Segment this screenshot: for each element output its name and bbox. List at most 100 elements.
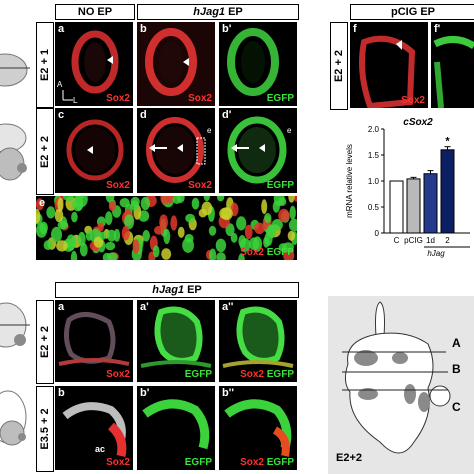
cell-nucleus: [254, 222, 265, 234]
chart-ytick-label: 1.5: [368, 151, 380, 160]
header-no-ep: NO EP: [55, 4, 135, 20]
schematic-stage: E2+2: [336, 452, 362, 464]
chart-bar: [406, 178, 421, 234]
marker-egfp-e: EGFP: [266, 247, 294, 258]
cell-nucleus: [99, 231, 107, 240]
marker-egfp-bottom-b3: EGFP: [266, 457, 294, 468]
cell-nucleus: [71, 211, 78, 223]
row-label-e2-2: E2 + 2: [36, 108, 54, 195]
cell-nucleus: [97, 222, 104, 232]
cell-nucleus: [142, 230, 150, 242]
cell-nucleus: [244, 224, 253, 240]
panel-letter-bottom-b-prime: b': [140, 387, 150, 399]
cell-nucleus: [182, 237, 195, 253]
cell-nucleus: [215, 238, 227, 253]
panel-letter-bottom-b-double-prime: b'': [222, 387, 234, 399]
embryo-sketch-4: [0, 385, 30, 460]
chart-bar: [423, 173, 438, 234]
panel-letter-b-prime: b': [222, 23, 232, 35]
cell-nucleus: [172, 196, 182, 204]
cell-nucleus: [132, 239, 140, 254]
cell-nucleus: [121, 225, 130, 241]
row-label-e2-1: E2 + 1: [36, 22, 54, 108]
chart-ytick-label: 2.0: [368, 125, 380, 134]
cell-nucleus: [177, 226, 185, 238]
marker-sox2-bottom-a3: Sox2: [240, 369, 264, 380]
marker-sox2-bottom-a: Sox2: [106, 369, 130, 380]
header-bottom-hjag1-ep: hJag1 EP: [55, 282, 299, 298]
cell-nucleus: [289, 205, 296, 220]
panel-letter-e: e: [39, 197, 46, 209]
inset-label-d: e: [207, 126, 212, 135]
cell-nucleus: [161, 248, 172, 260]
marker-egfp-d-prime: EGFP: [266, 180, 294, 191]
cell-nucleus: [287, 230, 296, 241]
chart-title: cSox2: [403, 117, 433, 128]
cell-nucleus: [119, 198, 130, 208]
header-suffix: EP: [225, 6, 243, 18]
cell-nucleus: [230, 232, 238, 243]
cell-nucleus: [201, 201, 213, 216]
cell-nucleus: [264, 213, 272, 223]
marker-egfp-bottom-a3: EGFP: [266, 369, 294, 380]
cell-nucleus: [54, 208, 64, 223]
orientation-a: A: [57, 80, 63, 89]
panel-letter-b: b: [140, 23, 147, 35]
micrograph-f-prime: f': [431, 22, 474, 108]
header-gene: hJag1: [193, 6, 226, 18]
cell-nucleus: [273, 196, 285, 207]
cell-nucleus: [288, 196, 295, 203]
cell-nucleus: [57, 220, 69, 230]
chart-ytick-label: 0.5: [368, 203, 380, 212]
cell-nucleus: [102, 252, 112, 260]
chart-bar: [440, 149, 455, 234]
panel-letter-f-prime: f': [434, 23, 441, 35]
cell-nucleus: [170, 215, 178, 231]
schematic-label-a: A: [452, 336, 461, 350]
chart-category-label: C: [394, 236, 400, 245]
cell-nucleus: [130, 200, 139, 211]
panel-letter-a: a: [58, 23, 65, 35]
cell-nucleus: [288, 218, 297, 232]
cell-nucleus: [39, 221, 48, 234]
schematic-panel: A B C E2+2: [328, 296, 474, 474]
cell-nucleus: [56, 240, 68, 252]
panel-letter-bottom-a-prime: a': [140, 301, 149, 313]
marker-sox2-b: Sox2: [188, 93, 212, 104]
row-label-bottom-e2-2: E2 + 2: [36, 300, 54, 384]
embryo-sketch-1: [0, 40, 30, 100]
marker-egfp-bottom-a-prime: EGFP: [184, 369, 212, 380]
orientation-l: L: [73, 96, 78, 105]
cell-nucleus: [108, 200, 116, 212]
cell-nucleus: [278, 208, 290, 223]
header-pcig-ep: pCIG EP: [350, 4, 474, 20]
row-label-pcig: E2 + 2: [330, 22, 348, 110]
marker-e: Sox2 EGFP: [240, 247, 294, 258]
micrograph-bottom-b-double-prime: b'' Sox2 EGFP: [219, 386, 297, 470]
cell-nucleus: [261, 199, 268, 215]
panel-letter-d: d: [140, 109, 147, 121]
row-label-bottom-e35-2: E3.5 + 2: [36, 386, 54, 472]
cell-nucleus: [248, 237, 260, 251]
cell-nucleus: [159, 214, 168, 230]
chart-significance: *: [445, 136, 450, 148]
cell-nucleus: [282, 242, 294, 252]
panel-letter-d-prime: d': [222, 109, 232, 121]
panel-letter-bottom-b: b: [58, 387, 65, 399]
marker-bottom-a-double-prime: Sox2 EGFP: [240, 369, 294, 380]
micrograph-bottom-b-prime: b' EGFP: [137, 386, 215, 470]
micrograph-d: d e Sox2: [137, 108, 215, 193]
cell-nucleus: [203, 196, 210, 202]
micrograph-d-prime: d' e EGFP: [219, 108, 297, 193]
micrograph-e: e Sox2 EGFP: [36, 196, 297, 260]
embryo-sketch-3: [0, 295, 30, 360]
cell-nucleus: [105, 241, 116, 251]
marker-sox2-c: Sox2: [106, 180, 130, 191]
embryo-sketch-2: [0, 118, 30, 188]
micrograph-b-prime: b' EGFP: [219, 22, 297, 106]
cell-nucleus: [185, 213, 196, 223]
chart-ylabel: mRNA relative levels: [345, 144, 354, 218]
cell-nucleus: [72, 197, 84, 212]
annotation-ac: ac: [95, 444, 106, 454]
